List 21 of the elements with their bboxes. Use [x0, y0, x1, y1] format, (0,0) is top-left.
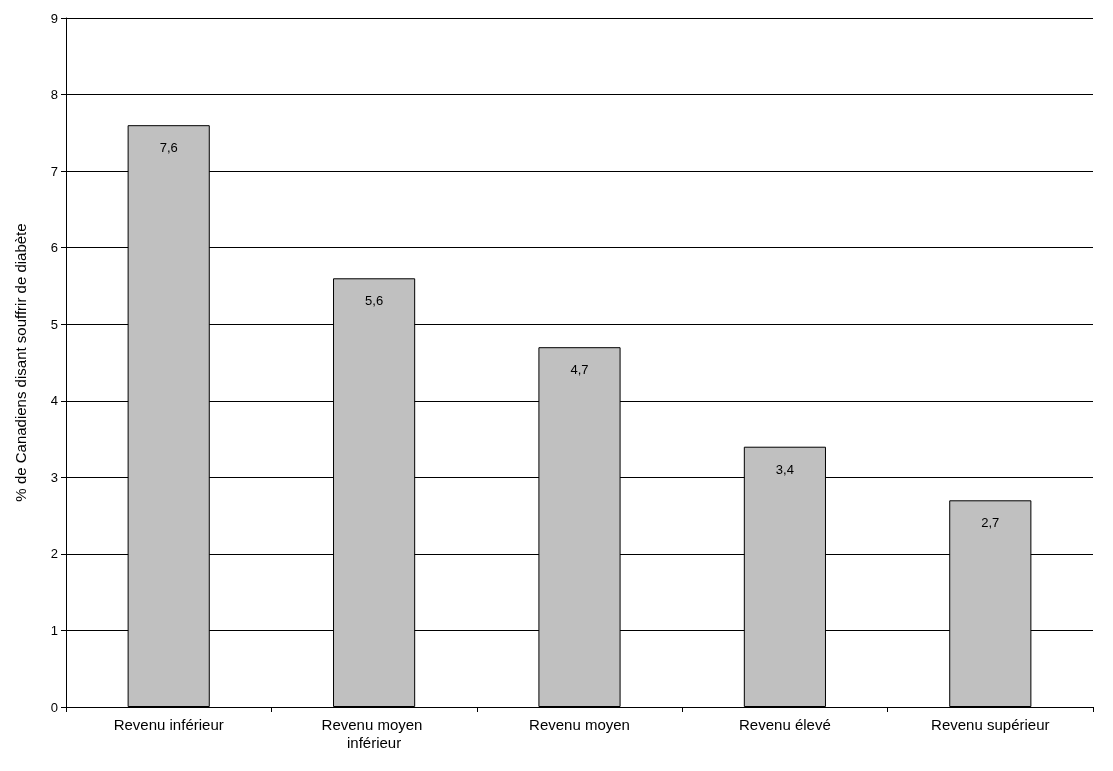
y-tick-label: 1: [50, 622, 58, 638]
x-tick-label: Revenu moyen: [529, 715, 630, 733]
x-tick-label: Revenu inférieur: [113, 715, 224, 733]
x-tick-label: Revenu moyen inférieur: [321, 715, 427, 751]
y-tick-label: 6: [50, 240, 58, 256]
data-label: 7,6: [159, 140, 178, 156]
data-label: 2,7: [981, 515, 1000, 531]
y-tick-label: 3: [50, 469, 58, 485]
x-tick-label: Revenu supérieur: [931, 715, 1050, 733]
y-tick-label: 4: [50, 393, 58, 409]
y-axis-title: % de Canadiens disant souffrir de diabète: [12, 223, 29, 502]
y-tick-label: 2: [50, 546, 58, 562]
data-label: 3,4: [775, 461, 794, 477]
y-tick-label: 0: [50, 699, 58, 715]
y-tick-label: 8: [50, 87, 58, 103]
y-tick-label: 7: [50, 163, 58, 179]
data-label: 5,6: [365, 293, 384, 309]
data-label: 4,7: [570, 362, 589, 378]
y-tick-label: 9: [50, 10, 58, 26]
y-tick-label: 5: [50, 316, 58, 332]
x-tick-label: Revenu élevé: [739, 715, 831, 733]
